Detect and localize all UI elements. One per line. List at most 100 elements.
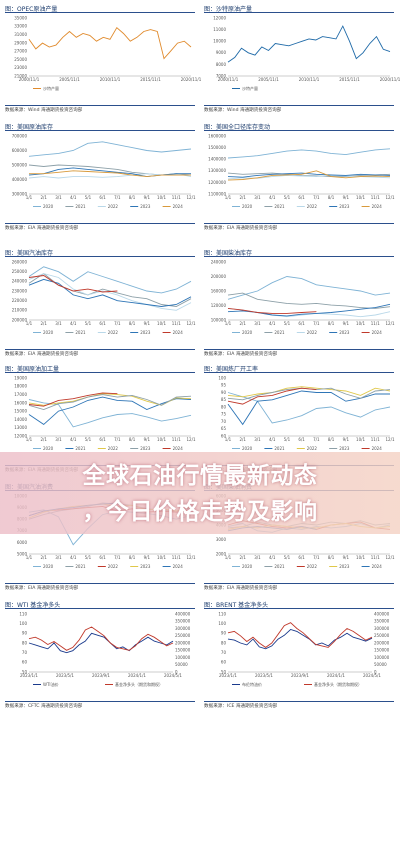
chart-source: 数据来源：EIA 海通期货投资咨询部: [5, 226, 79, 231]
x-tick-label: 9/1: [144, 195, 151, 200]
title-rule: [204, 12, 394, 13]
y-tick-label: 200000: [12, 317, 28, 322]
y-tick-label: 260000: [12, 259, 28, 264]
x-tick-label: 8/1: [129, 195, 136, 200]
x-tick-label: 11/1: [371, 437, 380, 442]
x-tick-label: 2/1: [240, 321, 247, 326]
x-tick-label: 9/1: [144, 555, 151, 560]
chart-panel: 图：美国汽油库存 260000 250000 240000 230000 220000 21…: [5, 248, 196, 360]
x-tick-label: 9/1: [343, 321, 350, 326]
x-tick-label: 5/1: [85, 321, 92, 326]
y-tick-label: 14000: [14, 417, 27, 422]
title-rule: [204, 372, 394, 373]
chart-source: 数据来源：ICE 海通期货投资咨询部: [204, 704, 278, 709]
x-tick-label: 2023/5/1: [56, 673, 74, 678]
y2-tick-label: 250000: [374, 633, 390, 638]
y2-tick-label: 100000: [175, 655, 191, 660]
series-line: [227, 292, 391, 309]
series-line: [28, 392, 118, 407]
title-rule: [204, 608, 394, 609]
y-tick-label: 700000: [12, 133, 28, 138]
x-tick-label: 4/1: [70, 555, 77, 560]
chart-title: 图：美国柴油库存: [204, 250, 253, 257]
series-line: [227, 303, 391, 317]
y-tick-label: 35000: [14, 15, 27, 20]
series-line: [227, 170, 391, 181]
y-tick-label: 1500000: [208, 145, 226, 150]
series-line: [227, 622, 373, 648]
headline-line-1: 全球石油行情最新动态: [82, 463, 318, 489]
x-tick-label: 9/1: [144, 321, 151, 326]
y2-tick-label: 200000: [374, 640, 390, 645]
x-tick-label: 12/1: [386, 195, 395, 200]
y-tick-label: 31000: [14, 32, 27, 37]
y-tick-label: 400000: [12, 177, 28, 182]
headline-banner: 全球石油行情最新动态 ，今日价格走势及影响: [0, 452, 400, 534]
y-tick-label: 70: [221, 419, 227, 424]
chart-source: 数据来源：EIA 海通期货投资咨询部: [204, 586, 278, 591]
x-tick-label: 10/1: [356, 195, 365, 200]
y2-tick-label: 0: [175, 669, 178, 674]
x-tick-label: 11/1: [172, 195, 181, 200]
series-line: [227, 25, 391, 63]
y2-tick-label: 0: [374, 669, 377, 674]
y-tick-label: 60: [221, 660, 227, 665]
x-tick-label: 8/1: [328, 321, 335, 326]
x-tick-label: 2015/11/1: [339, 77, 360, 82]
legend-label: 2022: [307, 564, 318, 569]
x-tick-label: 5/1: [85, 437, 92, 442]
x-tick-label: 10/1: [356, 437, 365, 442]
line-chart: 100 95 90 85 80 75 70 65 601/1 2/1 3/1 4/1 5/1 6/1 7/1…: [218, 375, 395, 451]
legend-label: 2021: [274, 446, 285, 451]
x-tick-label: 4/1: [70, 321, 77, 326]
x-tick-label: 6/1: [99, 437, 106, 442]
series-line: [28, 164, 192, 176]
chart-panel: 图：WTI 基金净多头 110 100 90 80 70 60 50 400000 350000 3…: [5, 600, 195, 712]
legend-label: 2024: [173, 204, 184, 209]
x-tick-label: 8/1: [328, 195, 335, 200]
x-tick-label: 2/1: [240, 437, 247, 442]
x-tick-label: 2010/11/1: [100, 77, 121, 82]
chart-source: 数据来源：CFTC 海通期货投资咨询部: [5, 704, 83, 709]
source-rule: [5, 349, 195, 350]
series-line: [28, 278, 192, 307]
y-tick-label: 100: [218, 621, 226, 626]
x-tick-label: 2/1: [41, 321, 48, 326]
y-tick-label: 90: [22, 631, 28, 636]
series-line: [28, 273, 192, 311]
x-tick-label: 7/1: [313, 437, 320, 442]
legend-label: 2022: [307, 330, 318, 335]
y-tick-label: 15000: [14, 409, 27, 414]
x-tick-label: 8/1: [129, 555, 136, 560]
legend-label: 2024: [173, 446, 184, 451]
x-tick-label: 1/1: [26, 195, 33, 200]
legend-label: 2020: [242, 564, 253, 569]
y-tick-label: 1100000: [208, 191, 226, 196]
x-tick-label: 2/1: [41, 555, 48, 560]
legend-label: 2022: [108, 330, 119, 335]
x-tick-label: 4/1: [269, 321, 276, 326]
x-tick-label: 5/1: [85, 555, 92, 560]
y2-tick-label: 50000: [175, 662, 188, 667]
y-tick-label: 70: [221, 650, 227, 655]
legend-label: 2022: [307, 204, 318, 209]
x-tick-label: 2010/11/1: [299, 77, 320, 82]
y-tick-label: 21000: [14, 73, 27, 78]
source-rule: [204, 349, 394, 350]
x-tick-label: 6/1: [298, 555, 305, 560]
y-tick-label: 1200000: [208, 180, 226, 185]
y-tick-label: 160000: [211, 288, 227, 293]
y-tick-label: 6000: [17, 540, 28, 545]
chart-source: 数据来源：Wind 海通期货投资咨询部: [204, 108, 282, 113]
y2-tick-label: 350000: [175, 619, 191, 624]
y-tick-label: 210000: [12, 308, 28, 313]
y2-tick-label: 300000: [175, 626, 191, 631]
x-tick-label: 7/1: [313, 555, 320, 560]
x-tick-label: 4/1: [269, 195, 276, 200]
series-line: [28, 27, 192, 60]
legend-label: 布伦特油价: [242, 681, 262, 687]
x-tick-label: 2023/1/1: [20, 673, 38, 678]
x-tick-label: 11/1: [172, 437, 181, 442]
y-tick-label: 33000: [14, 24, 27, 29]
